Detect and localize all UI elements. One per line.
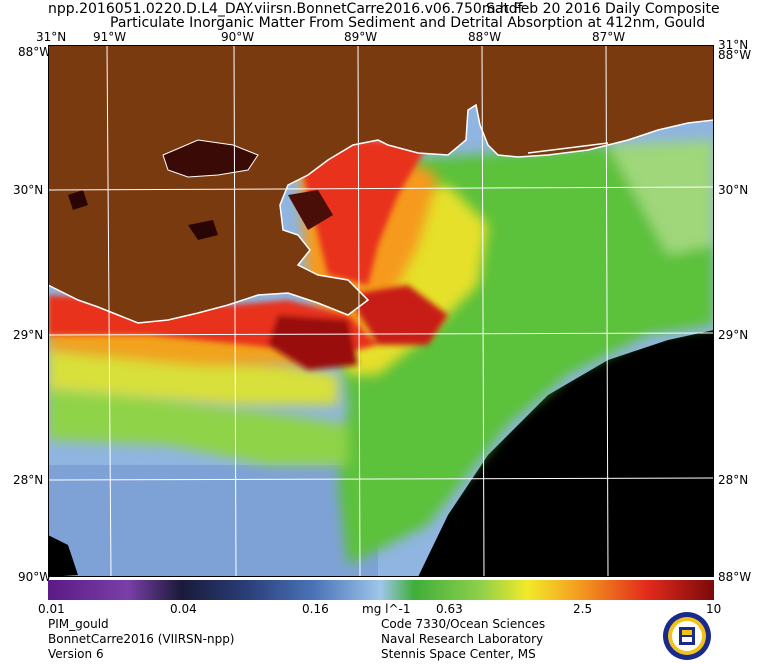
nodata-patch-left <box>48 535 78 577</box>
colorbar-units: mg l^-1 <box>362 602 411 616</box>
lat-label-28-right: 28°N <box>718 473 749 487</box>
colorbar-tick-3: 0.63 <box>436 602 463 616</box>
lat-label-top-right: 31°N <box>718 38 749 52</box>
corner-label-left-bottom: 90°W <box>18 570 52 584</box>
composite-date: Sat Feb 20 2016 Daily Composite <box>486 1 720 17</box>
colorbar-tick-5: 10 <box>706 602 722 616</box>
lon-label-91: 91°W <box>93 30 127 44</box>
lat-label-30-right: 30°N <box>718 183 749 197</box>
product-title: Particulate Inorganic Matter From Sedime… <box>110 15 706 31</box>
marsh-delta <box>288 190 333 230</box>
lon-label-87: 87°W <box>592 30 626 44</box>
product-name: PIM_gould <box>48 617 109 631</box>
nrl-seal-logo <box>663 612 711 660</box>
nodata-region <box>418 330 714 577</box>
lat-label-30-left: 30°N <box>13 183 44 197</box>
colorbar-tick-4: 2.5 <box>573 602 593 616</box>
land-area <box>48 45 714 323</box>
coastline <box>48 103 714 324</box>
lon-label-89: 89°W <box>344 30 378 44</box>
lake-small <box>188 220 218 240</box>
lon-label-90: 90°W <box>221 30 255 44</box>
lat-label-top-left: 31°N <box>36 30 67 44</box>
colorbar-tick-1: 0.04 <box>170 602 197 616</box>
barrier-islands <box>527 142 609 154</box>
satellite-map <box>48 45 714 577</box>
lake-outline <box>162 139 259 178</box>
lat-label-29-left: 29°N <box>13 328 44 342</box>
graticule <box>48 45 714 577</box>
colorbar <box>48 580 714 600</box>
org-name: Naval Research Laboratory <box>381 632 544 646</box>
file-name: npp.2016051.0220.D.L4_DAY.viirsn.BonnetC… <box>48 1 523 17</box>
colorbar-tick-2: 0.16 <box>302 602 329 616</box>
corner-label-left-top: 88°W <box>18 45 52 59</box>
org-location: Stennis Space Center, MS <box>381 647 536 661</box>
lat-label-29-right: 29°N <box>718 328 749 342</box>
region-sensor: BonnetCarre2016 (VIIRSN-npp) <box>48 632 235 646</box>
corner-label-right-bottom: 88°W <box>718 570 752 584</box>
offshore-water <box>48 465 378 577</box>
version: Version 6 <box>48 647 104 661</box>
org-code: Code 7330/Ocean Sciences <box>381 617 546 631</box>
map-frame <box>48 45 714 577</box>
lake-west <box>68 190 88 210</box>
colorbar-tick-0: 0.01 <box>38 602 65 616</box>
corner-label-right-top: 88°W <box>718 48 752 62</box>
colorbar-gradient <box>48 580 714 600</box>
lat-label-28-left: 28°N <box>13 473 44 487</box>
lon-label-88: 88°W <box>468 30 502 44</box>
